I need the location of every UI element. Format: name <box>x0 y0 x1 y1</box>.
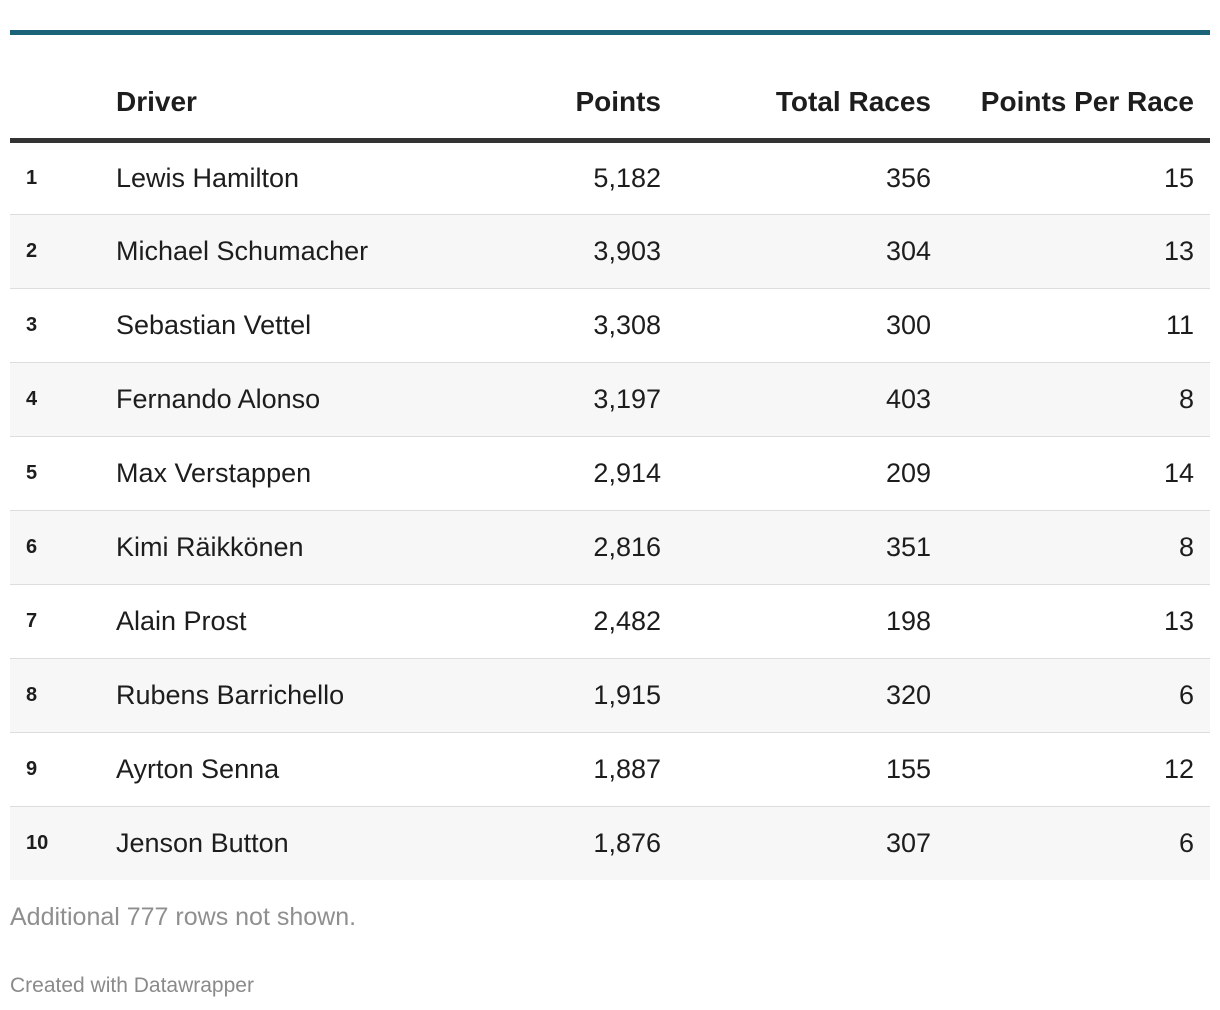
table-header: Driver Points Total Races Points Per Rac… <box>10 35 1210 140</box>
cell-rank: 9 <box>26 757 38 780</box>
data-table: Driver Points Total Races Points Per Rac… <box>10 35 1210 880</box>
table-row: 1 Lewis Hamilton 5,182 356 15 <box>10 140 1210 214</box>
cell-points: 5,182 <box>593 162 661 193</box>
header-points[interactable]: Points <box>575 85 661 117</box>
cell-points: 1,915 <box>593 679 661 710</box>
cell-rank: 3 <box>26 313 38 336</box>
cell-total-races: 198 <box>885 605 931 636</box>
cell-points-per-race: 13 <box>1163 235 1194 266</box>
cell-driver: Michael Schumacher <box>116 235 369 266</box>
cell-points: 2,816 <box>593 531 661 562</box>
cell-total-races: 351 <box>885 531 931 562</box>
cell-points: 1,887 <box>593 753 661 784</box>
credit-line: Created with Datawrapper <box>10 974 254 997</box>
header-total-races[interactable]: Total Races <box>775 85 931 117</box>
cell-points: 1,876 <box>593 827 661 858</box>
cell-rank: 4 <box>26 387 38 410</box>
cell-points-per-race: 15 <box>1163 162 1194 193</box>
cell-driver: Sebastian Vettel <box>116 309 312 340</box>
cell-driver: Lewis Hamilton <box>116 162 300 193</box>
table-row: 4 Fernando Alonso 3,197 403 8 <box>10 362 1210 436</box>
cell-total-races: 209 <box>885 457 931 488</box>
table-row: 5 Max Verstappen 2,914 209 14 <box>10 436 1210 510</box>
cell-driver: Fernando Alonso <box>116 383 321 414</box>
cell-rank: 2 <box>26 239 38 262</box>
cell-points-per-race: 13 <box>1163 605 1194 636</box>
cell-rank: 1 <box>26 166 38 189</box>
top-rule <box>10 30 1210 35</box>
cell-driver: Kimi Räikkönen <box>116 531 304 562</box>
cell-points-per-race: 11 <box>1165 309 1194 340</box>
cell-rank: 6 <box>26 535 38 558</box>
cell-total-races: 300 <box>885 309 931 340</box>
cell-points-per-race: 6 <box>1178 679 1194 710</box>
cell-points-per-race: 8 <box>1178 383 1194 414</box>
cell-points: 3,903 <box>593 235 661 266</box>
cell-total-races: 307 <box>885 827 931 858</box>
header-points-per-race[interactable]: Points Per Race <box>980 85 1194 117</box>
table-row: 9 Ayrton Senna 1,887 155 12 <box>10 732 1210 806</box>
table-row: 7 Alain Prost 2,482 198 13 <box>10 584 1210 658</box>
header-row: Driver Points Total Races Points Per Rac… <box>10 35 1210 140</box>
header-rank[interactable] <box>10 35 100 140</box>
cell-rank: 5 <box>26 461 38 484</box>
cell-points-per-race: 12 <box>1163 753 1194 784</box>
cell-points-per-race: 14 <box>1163 457 1194 488</box>
table-row: 8 Rubens Barrichello 1,915 320 6 <box>10 658 1210 732</box>
cell-points: 2,914 <box>593 457 661 488</box>
table-row: 2 Michael Schumacher 3,903 304 13 <box>10 214 1210 288</box>
cell-total-races: 304 <box>885 235 931 266</box>
cell-total-races: 155 <box>885 753 931 784</box>
cell-rank: 7 <box>26 609 38 632</box>
cell-total-races: 320 <box>885 679 931 710</box>
cell-points: 3,308 <box>593 309 661 340</box>
table-row: 6 Kimi Räikkönen 2,816 351 8 <box>10 510 1210 584</box>
table-container: Driver Points Total Races Points Per Rac… <box>10 30 1210 880</box>
header-driver[interactable]: Driver <box>116 85 197 117</box>
table-row: 3 Sebastian Vettel 3,308 300 11 <box>10 288 1210 362</box>
cell-rank: 8 <box>26 683 38 706</box>
cell-points: 3,197 <box>593 383 661 414</box>
cell-driver: Alain Prost <box>116 605 247 636</box>
cell-driver: Max Verstappen <box>116 457 312 488</box>
cell-driver: Ayrton Senna <box>116 753 280 784</box>
cell-total-races: 403 <box>885 383 931 414</box>
cell-points: 2,482 <box>593 605 661 636</box>
table-row: 10 Jenson Button 1,876 307 6 <box>10 806 1210 880</box>
cell-points-per-race: 8 <box>1178 531 1194 562</box>
cell-points-per-race: 6 <box>1178 827 1194 858</box>
cell-driver: Rubens Barrichello <box>116 679 345 710</box>
cell-rank: 10 <box>26 831 49 854</box>
table-notes: Additional 777 rows not shown. <box>10 903 357 931</box>
cell-driver: Jenson Button <box>116 827 289 858</box>
table-body: 1 Lewis Hamilton 5,182 356 15 2 Michael Schuma… <box>10 140 1210 880</box>
cell-total-races: 356 <box>885 162 931 193</box>
